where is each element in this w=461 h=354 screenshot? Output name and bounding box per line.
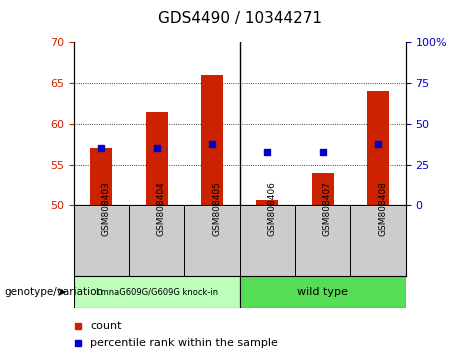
Text: LmnaG609G/G609G knock-in: LmnaG609G/G609G knock-in [96,287,218,297]
Text: GSM808406: GSM808406 [267,181,277,236]
Text: wild type: wild type [297,287,348,297]
Bar [240,205,295,276]
Text: genotype/variation: genotype/variation [5,287,104,297]
Bar [295,205,350,276]
Bar [146,112,168,205]
Bar [312,173,334,205]
Text: GDS4490 / 10344271: GDS4490 / 10344271 [158,11,322,25]
Bar [201,75,223,205]
Bar [240,276,406,308]
Text: count: count [90,321,121,331]
Bar [256,200,278,205]
Text: GSM808405: GSM808405 [212,181,221,236]
Text: GSM808407: GSM808407 [323,181,332,236]
Text: percentile rank within the sample: percentile rank within the sample [90,338,278,348]
Bar [129,205,184,276]
Bar [184,205,240,276]
Bar [90,148,112,205]
Bar [350,205,406,276]
Bar [367,91,389,205]
Bar [74,205,129,276]
Text: GSM808404: GSM808404 [157,182,166,236]
Text: GSM808408: GSM808408 [378,181,387,236]
Text: GSM808403: GSM808403 [101,181,111,236]
Bar [74,276,240,308]
